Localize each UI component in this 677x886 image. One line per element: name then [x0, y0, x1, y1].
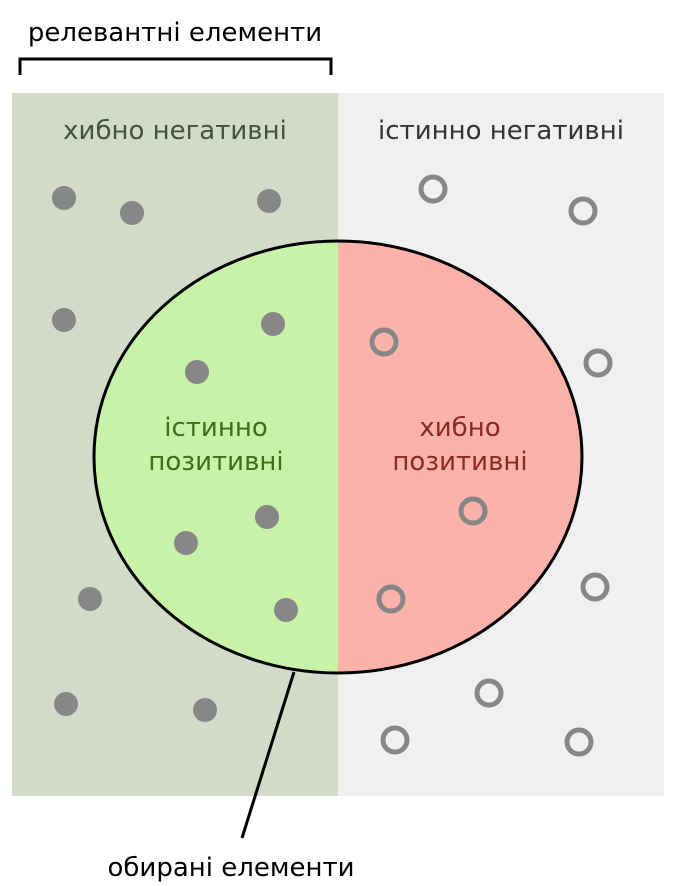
false-positives-label-line1: хибно: [419, 413, 500, 443]
false-positives-area: [338, 241, 582, 673]
irrelevant-dot: [418, 174, 448, 204]
relevant-dot: [257, 189, 281, 213]
true-positives-area: [94, 241, 338, 673]
relevant-dot: [78, 587, 102, 611]
irrelevant-dot: [580, 572, 610, 602]
true-negatives-label: істинно негативні: [378, 116, 624, 146]
relevant-dot: [174, 531, 198, 555]
relevant-dot: [54, 692, 78, 716]
irrelevant-dot: [458, 496, 488, 526]
irrelevant-dot: [380, 725, 410, 755]
irrelevant-dot: [369, 327, 399, 357]
irrelevant-dot: [376, 584, 406, 614]
false-negatives-label: хибно негативні: [63, 116, 287, 146]
irrelevant-dot: [564, 727, 594, 757]
selected-elements-label: обирані елементи: [107, 853, 354, 883]
true-positives-label-line1: істинно: [164, 413, 267, 443]
relevant-dot: [255, 505, 279, 529]
relevant-elements-label: релевантні елементи: [28, 18, 322, 48]
relevant-dot: [274, 598, 298, 622]
relevant-bracket: [18, 57, 333, 75]
selected-elements-outline: [92, 239, 584, 675]
relevant-dot: [261, 312, 285, 336]
irrelevant-dots: [369, 174, 613, 757]
irrelevant-dot: [474, 678, 504, 708]
relevant-dot: [52, 186, 76, 210]
false-positives-label-line2: позитивні: [392, 447, 527, 477]
true-positives-label-line2: позитивні: [148, 447, 283, 477]
relevant-dots: [52, 186, 298, 722]
relevant-dot: [120, 201, 144, 225]
irrelevant-dot: [583, 348, 613, 378]
selected-pointer-line: [240, 671, 296, 839]
relevant-dot: [52, 308, 76, 332]
relevant-dot: [193, 698, 217, 722]
irrelevant-dot: [568, 196, 598, 226]
relevant-dot: [185, 360, 209, 384]
